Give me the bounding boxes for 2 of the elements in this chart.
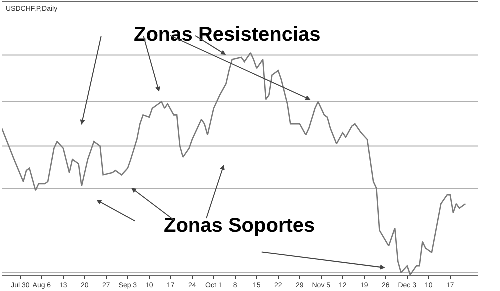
text: Zonas Resistencias bbox=[134, 24, 321, 46]
annotation: Zonas Soportes bbox=[164, 215, 316, 237]
